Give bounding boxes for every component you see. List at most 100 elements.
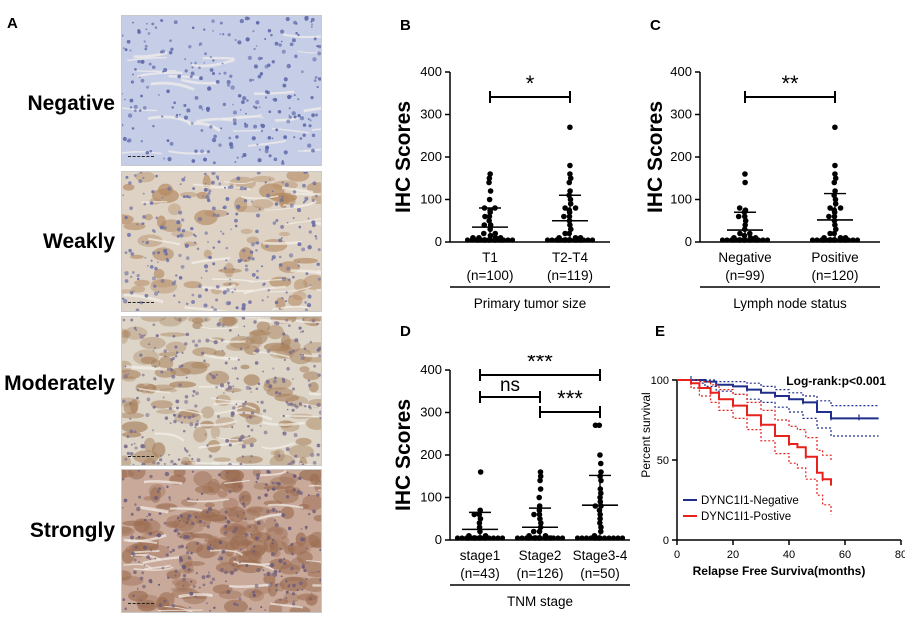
- nucleus: [250, 411, 255, 415]
- nucleus: [143, 334, 146, 337]
- nucleus: [122, 506, 124, 509]
- nucleus: [302, 123, 307, 127]
- nucleus: [287, 462, 292, 465]
- nucleus: [261, 299, 264, 302]
- data-point: [482, 237, 489, 243]
- nucleus: [164, 471, 170, 477]
- nucleus: [233, 366, 238, 370]
- nucleus: [311, 23, 313, 26]
- stain-patch: [150, 279, 178, 294]
- nucleus: [122, 598, 126, 602]
- nucleus: [131, 127, 135, 130]
- nucleus: [204, 318, 208, 322]
- nucleus: [312, 181, 317, 186]
- stain-patch: [223, 599, 248, 612]
- nucleus: [208, 255, 212, 260]
- label-moderately: Moderately: [4, 372, 115, 395]
- nucleus: [302, 353, 305, 356]
- nucleus: [274, 41, 279, 46]
- nucleus: [260, 265, 264, 268]
- data-point: [544, 237, 551, 243]
- nucleus: [228, 490, 232, 494]
- nucleus: [198, 586, 201, 589]
- stain-patch: [248, 589, 265, 602]
- y-tick-label: 400: [420, 362, 442, 377]
- nucleus: [223, 392, 225, 395]
- nucleus: [226, 288, 230, 292]
- nucleus: [200, 129, 204, 132]
- nucleus: [185, 195, 189, 199]
- panel-e-letter: E: [655, 323, 666, 340]
- stain-patch: [219, 470, 241, 481]
- stain-patch: [123, 222, 146, 231]
- nucleus: [270, 552, 275, 557]
- nucleus: [290, 566, 294, 571]
- data-point: [486, 196, 493, 203]
- nucleus: [213, 308, 217, 311]
- data-point: [562, 230, 568, 237]
- nucleus: [138, 333, 141, 336]
- nucleus: [319, 578, 321, 582]
- y-axis-label: IHC Scores: [644, 101, 667, 213]
- nucleus: [287, 526, 292, 531]
- nucleus: [206, 545, 212, 551]
- nucleus: [253, 320, 257, 324]
- nucleus: [286, 491, 289, 494]
- nucleus: [143, 202, 147, 206]
- nucleus: [126, 435, 130, 439]
- stain-patch: [272, 489, 299, 504]
- data-point: [571, 237, 578, 243]
- nucleus: [166, 89, 170, 94]
- nucleus: [239, 462, 243, 465]
- nucleus: [132, 553, 136, 557]
- nucleus: [295, 572, 298, 575]
- nucleus: [243, 325, 246, 328]
- nucleus: [140, 59, 145, 64]
- nucleus: [295, 32, 298, 35]
- stroma-fiber: [180, 78, 218, 85]
- stroma-fiber: [133, 51, 168, 59]
- data-point: [724, 237, 730, 243]
- nucleus: [272, 221, 277, 225]
- stain-patch: [284, 485, 296, 494]
- significance-label: *: [526, 71, 535, 96]
- nucleus: [161, 115, 164, 118]
- nucleus: [123, 373, 129, 379]
- stain-patch: [170, 587, 195, 592]
- nucleus: [152, 251, 156, 255]
- nucleus: [278, 43, 282, 47]
- nucleus: [264, 149, 269, 154]
- nucleus: [278, 558, 283, 564]
- nucleus: [137, 535, 141, 539]
- nucleus: [272, 367, 275, 370]
- stroma-fiber: [253, 90, 295, 95]
- nucleus: [256, 400, 259, 403]
- nucleus: [139, 353, 143, 357]
- nucleus: [225, 580, 227, 583]
- nucleus: [191, 470, 195, 473]
- nucleus: [163, 521, 167, 525]
- nucleus: [293, 136, 296, 139]
- data-point: [469, 237, 475, 243]
- tissue-background: [122, 16, 321, 165]
- nucleus: [215, 385, 218, 389]
- data-point: [598, 469, 604, 475]
- y-tick-label: 300: [670, 107, 692, 122]
- nucleus: [245, 385, 251, 390]
- stroma-fiber: [154, 432, 185, 442]
- nucleus: [318, 410, 321, 415]
- data-point: [486, 175, 493, 182]
- nucleus: [281, 195, 284, 198]
- stroma-fiber: [264, 206, 301, 211]
- nucleus: [157, 94, 160, 96]
- nucleus: [133, 109, 137, 113]
- nucleus: [283, 150, 288, 155]
- nucleus: [262, 370, 264, 373]
- nucleus: [228, 136, 232, 140]
- data-point: [583, 535, 590, 541]
- nucleus: [161, 19, 164, 22]
- nucleus: [278, 570, 281, 573]
- nucleus: [316, 262, 320, 266]
- nucleus: [153, 376, 157, 381]
- stain-patch: [171, 577, 197, 587]
